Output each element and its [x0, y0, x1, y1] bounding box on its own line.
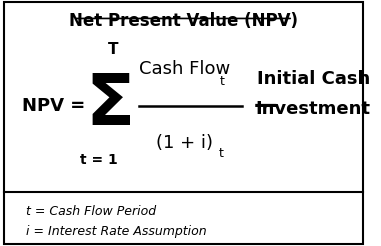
Text: t: t — [219, 147, 224, 160]
Text: t = Cash Flow Period: t = Cash Flow Period — [26, 205, 156, 218]
Text: Investment: Investment — [256, 100, 371, 119]
Text: Σ: Σ — [85, 71, 134, 140]
Text: (1 + i): (1 + i) — [157, 134, 213, 152]
Text: t = 1: t = 1 — [80, 153, 118, 167]
Text: NPV =: NPV = — [22, 97, 91, 115]
Text: —: — — [254, 92, 277, 117]
Text: Cash Flow: Cash Flow — [139, 60, 231, 78]
Text: t: t — [220, 75, 225, 88]
Text: Net Present Value (NPV): Net Present Value (NPV) — [69, 12, 298, 30]
Text: i = Interest Rate Assumption: i = Interest Rate Assumption — [26, 225, 206, 238]
Text: Initial Cash: Initial Cash — [256, 70, 370, 88]
Text: T: T — [107, 42, 118, 57]
